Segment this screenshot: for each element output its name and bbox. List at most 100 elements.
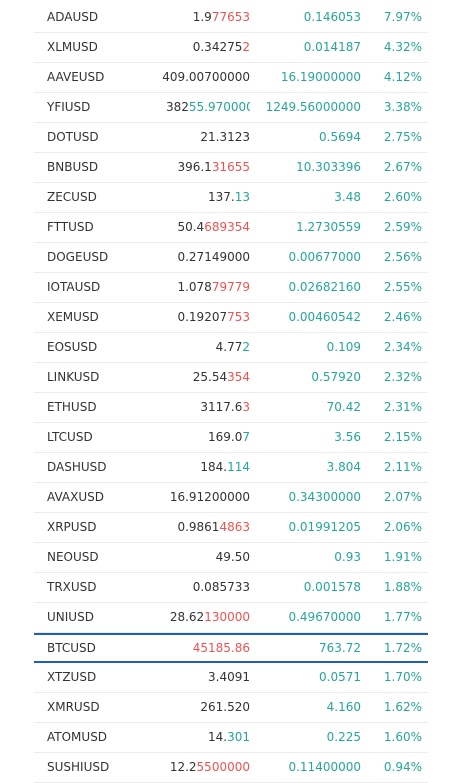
last-price-cell: 14.301: [208, 723, 250, 752]
table-row[interactable]: YFIUSD 38255.9700000(1249.56000000 3.38%: [34, 93, 428, 123]
change-cell: 1.2730559: [296, 220, 361, 234]
last-price-changed-digits: 7: [242, 430, 250, 444]
symbol-cell: XEMUSD: [47, 310, 99, 324]
last-price-prefix: 0.19207: [177, 310, 228, 324]
change-percent-cell: 1.72%: [383, 641, 422, 655]
symbol-cell: AVAXUSD: [47, 490, 104, 504]
symbol-cell: XRPUSD: [47, 520, 97, 534]
table-row[interactable]: XMRUSD 261.520 4.160 1.62%: [34, 693, 428, 723]
table-row[interactable]: XTZUSD 3.4091 0.0571 1.70%: [34, 663, 428, 693]
table-row[interactable]: LINKUSD 25.54354 0.57920 2.32%: [34, 363, 428, 393]
last-price-changed-digits: 301: [227, 730, 250, 744]
last-price-cell: 3.4091: [208, 663, 250, 692]
last-price-cell: 49.50: [216, 543, 250, 572]
last-price-prefix: 21.3123: [200, 130, 250, 144]
last-price-prefix: 3117.6: [200, 400, 243, 414]
symbol-cell: UNIUSD: [47, 610, 94, 624]
table-row[interactable]: ADAUSD 1.977653 0.146053 7.97%: [34, 3, 428, 33]
change-cell: 0.01991205: [288, 520, 361, 534]
last-price-prefix: 409.00700000: [162, 70, 250, 84]
table-row[interactable]: ZECUSD 137.13 3.48 2.60%: [34, 183, 428, 213]
table-row[interactable]: DOTUSD 21.3123 0.5694 2.75%: [34, 123, 428, 153]
change-cell: 70.42: [326, 400, 361, 414]
last-price-prefix: 3.4091: [208, 670, 250, 684]
change-cell: 0.001578: [303, 580, 361, 594]
last-price-prefix: 49.50: [215, 550, 250, 564]
change-percent-cell: 1.88%: [383, 580, 422, 594]
table-row[interactable]: IOTAUSD 1.07879779 0.02682160 2.55%: [34, 273, 428, 303]
last-price-prefix: 14.: [208, 730, 228, 744]
table-row[interactable]: AVAXUSD 16.91200000 0.34300000 2.07%: [34, 483, 428, 513]
symbol-cell: LTCUSD: [47, 430, 93, 444]
table-row[interactable]: DASHUSD 184.114 3.804 2.11%: [34, 453, 428, 483]
table-row[interactable]: TRXUSD 0.085733 0.001578 1.88%: [34, 573, 428, 603]
change-cell: 16.19000000: [280, 70, 361, 84]
change-cell: 3.56: [334, 430, 361, 444]
table-row[interactable]: ATOMUSD 14.301 0.225 1.60%: [34, 723, 428, 753]
change-cell: 10.303396: [296, 160, 361, 174]
change-percent-cell: 2.06%: [383, 520, 422, 534]
last-price-changed-digits: 79779: [211, 280, 250, 294]
table-row[interactable]: XRPUSD 0.98614863 0.01991205 2.06%: [34, 513, 428, 543]
change-percent-cell: 1.70%: [383, 670, 422, 684]
last-price-cell: 1.07879779: [177, 273, 250, 302]
change-percent-cell: 2.31%: [383, 400, 422, 414]
change-cell: 0.00677000: [288, 250, 361, 264]
ticker-table: ADAUSD 1.977653 0.146053 7.97% XLMUSD 0.34275…: [34, 3, 428, 783]
last-price-changed-digits: 77653: [211, 10, 250, 24]
table-row-selected[interactable]: BTCUSD 45185.86 763.72 1.72%: [34, 633, 428, 663]
symbol-cell: DASHUSD: [47, 460, 107, 474]
change-cell: 3.804: [326, 460, 361, 474]
last-price-changed-digits: 3: [242, 400, 250, 414]
last-price-changed-digits: 689354: [204, 220, 250, 234]
change-cell: 0.0571: [319, 670, 361, 684]
table-row[interactable]: DOGEUSD 0.27149000 0.00677000 2.56%: [34, 243, 428, 273]
last-price-prefix: 382: [166, 100, 189, 114]
symbol-cell: AAVEUSD: [47, 70, 105, 84]
last-price-changed-digits: 5500000: [196, 760, 250, 774]
table-row[interactable]: UNIUSD 28.62130000 0.49670000 1.77%: [34, 603, 428, 633]
table-row[interactable]: EOSUSD 4.772 0.109 2.34%: [34, 333, 428, 363]
symbol-cell: IOTAUSD: [47, 280, 101, 294]
change-percent-cell: 1.77%: [383, 610, 422, 624]
change-cell: 1249.56000000: [265, 100, 361, 114]
change-cell: 0.225: [326, 730, 361, 744]
change-cell: 0.014187: [303, 40, 361, 54]
last-price-cell: 4.772: [216, 333, 250, 362]
table-row[interactable]: FTTUSD 50.4689354 1.2730559 2.59%: [34, 213, 428, 243]
table-row[interactable]: LTCUSD 169.07 3.56 2.15%: [34, 423, 428, 453]
last-price-changed-digits: 4863: [219, 520, 250, 534]
last-price-prefix: 0.27149000: [177, 250, 250, 264]
change-percent-cell: 2.34%: [383, 340, 422, 354]
change-percent-cell: 2.59%: [383, 220, 422, 234]
symbol-cell: LINKUSD: [47, 370, 100, 384]
table-row[interactable]: NEOUSD 49.50 0.93 1.91%: [34, 543, 428, 573]
last-price-prefix: 1.078: [177, 280, 212, 294]
table-row[interactable]: XEMUSD 0.19207753 0.00460542 2.46%: [34, 303, 428, 333]
change-cell: 0.146053: [303, 10, 361, 24]
last-price-changed-digits: 2: [242, 340, 250, 354]
table-row[interactable]: ETHUSD 3117.63 70.42 2.31%: [34, 393, 428, 423]
symbol-cell: ATOMUSD: [47, 730, 108, 744]
last-price-changed-digits: 354: [227, 370, 250, 384]
symbol-cell: XTZUSD: [47, 670, 97, 684]
change-percent-cell: 4.32%: [383, 40, 422, 54]
last-price-changed-digits: 13: [234, 190, 250, 204]
table-row[interactable]: BNBUSD 396.131655 10.303396 2.67%: [34, 153, 428, 183]
table-row[interactable]: XLMUSD 0.342752 0.014187 4.32%: [34, 33, 428, 63]
last-price-changed-digits: 55.9700000(: [188, 100, 250, 114]
symbol-cell: DOTUSD: [47, 130, 99, 144]
table-row[interactable]: AAVEUSD 409.00700000 16.19000000 4.12%: [34, 63, 428, 93]
last-price-cell: 396.131655: [177, 153, 250, 182]
change-percent-cell: 2.11%: [383, 460, 422, 474]
symbol-cell: XMRUSD: [47, 700, 100, 714]
last-price-cell: 45185.86: [193, 635, 250, 661]
change-percent-cell: 2.15%: [383, 430, 422, 444]
last-price-prefix: 16.91200000: [169, 490, 250, 504]
change-percent-cell: 2.46%: [383, 310, 422, 324]
table-row[interactable]: SUSHIUSD 12.25500000 0.11400000 0.94%: [34, 753, 428, 783]
symbol-cell: EOSUSD: [47, 340, 98, 354]
last-price-cell: 0.98614863: [177, 513, 250, 542]
change-cell: 0.93: [334, 550, 361, 564]
last-price-changed-digits: 130000: [204, 610, 250, 624]
